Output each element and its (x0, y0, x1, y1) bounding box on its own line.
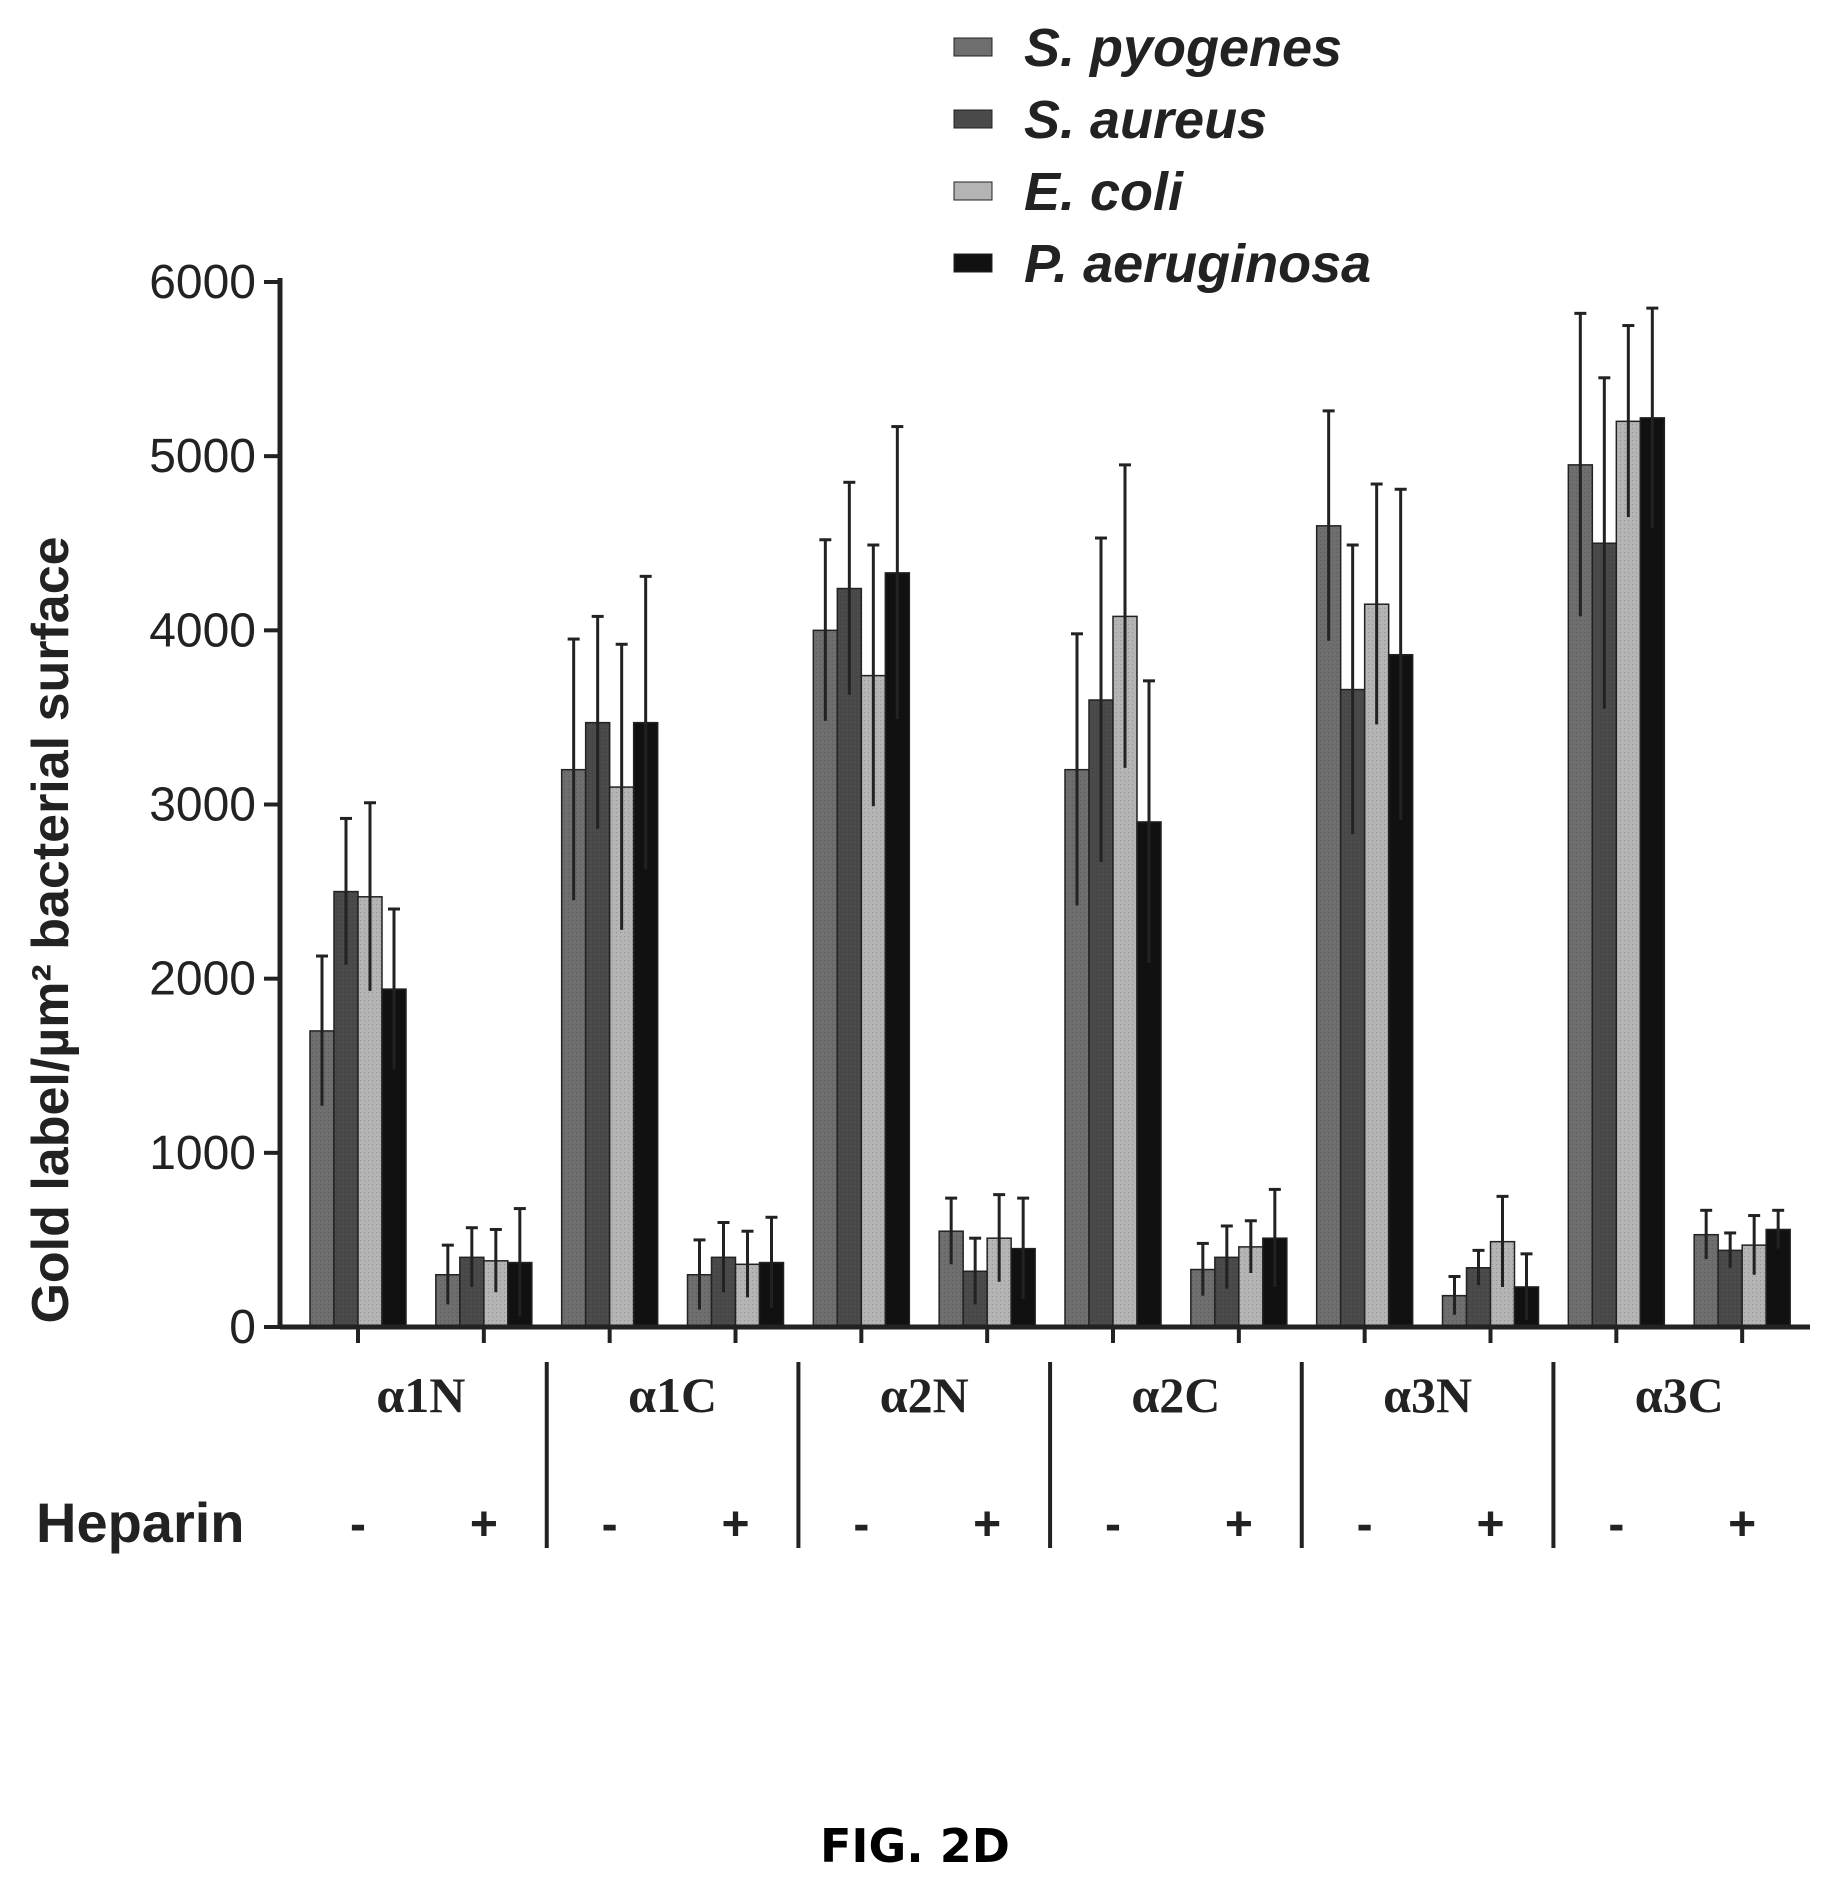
heparin-condition: + (470, 1498, 498, 1551)
group-label: α2N (880, 1367, 969, 1423)
legend-label: P. aeruginosa (1024, 234, 1371, 294)
group-separators (544, 1362, 1556, 1548)
legend-item: S. pyogenes (953, 18, 1342, 78)
legend-swatch (953, 181, 993, 201)
group-labels: α1N α1C α2N α2C α3N α3C (376, 1367, 1723, 1423)
heparin-condition: + (1225, 1498, 1253, 1551)
group-label: α2C (1131, 1367, 1220, 1423)
y-tick-label: 1000 (149, 1127, 256, 1180)
heparin-conditions: - + - + - + - + - + - + (350, 1498, 1756, 1551)
legend-item: S. aureus (953, 90, 1267, 150)
y-tick-label: 3000 (149, 779, 256, 832)
legend-item: E. coli (953, 162, 1184, 222)
y-tick-label: 6000 (149, 256, 256, 309)
legend-swatch (953, 253, 993, 273)
bar-texture (837, 588, 862, 1327)
heparin-row-label: Heparin (36, 1491, 245, 1554)
heparin-condition: + (721, 1498, 749, 1551)
group-label: α1N (376, 1367, 465, 1423)
legend-swatch (953, 109, 993, 129)
heparin-condition: - (853, 1498, 869, 1551)
legend: S. pyogenes S. aureus E. coli P. aeruginosa (953, 18, 1371, 294)
bar-texture (1364, 604, 1389, 1327)
group-label: α1C (628, 1367, 717, 1423)
legend-item: P. aeruginosa (953, 234, 1371, 294)
heparin-condition: - (602, 1498, 618, 1551)
figure-label: FIG. 2D (820, 1819, 1010, 1873)
series-s-aureus (333, 376, 1743, 1328)
legend-label: S. pyogenes (1024, 18, 1342, 78)
bar-texture (1640, 417, 1665, 1328)
legend-label: E. coli (1024, 162, 1184, 222)
bar-texture (1616, 421, 1641, 1327)
heparin-condition: + (1476, 1498, 1504, 1551)
group-label: α3C (1635, 1367, 1724, 1423)
series-e-coli (357, 324, 1767, 1328)
legend-label: S. aureus (1024, 90, 1267, 150)
heparin-condition: - (350, 1498, 366, 1551)
heparin-condition: + (973, 1498, 1001, 1551)
group-label: α3N (1383, 1367, 1472, 1423)
heparin-condition: - (1105, 1498, 1121, 1551)
bars (309, 306, 1791, 1328)
heparin-condition: - (1608, 1498, 1624, 1551)
y-axis: 0 1000 2000 3000 4000 5000 6000 (149, 256, 283, 1354)
y-tick-label: 5000 (149, 430, 256, 483)
heparin-condition: - (1357, 1498, 1373, 1551)
x-axis (280, 1324, 1810, 1343)
y-tick-label: 2000 (149, 953, 256, 1006)
y-axis-label: Gold label/µm² bacterial surface (22, 536, 80, 1323)
bar-texture (813, 630, 838, 1327)
heparin-condition: + (1728, 1498, 1756, 1551)
bar-texture (1316, 525, 1341, 1327)
y-tick-label: 0 (229, 1301, 256, 1354)
legend-swatch (953, 37, 993, 57)
y-tick-label: 4000 (149, 604, 256, 657)
series-s-pyogenes (309, 311, 1719, 1328)
